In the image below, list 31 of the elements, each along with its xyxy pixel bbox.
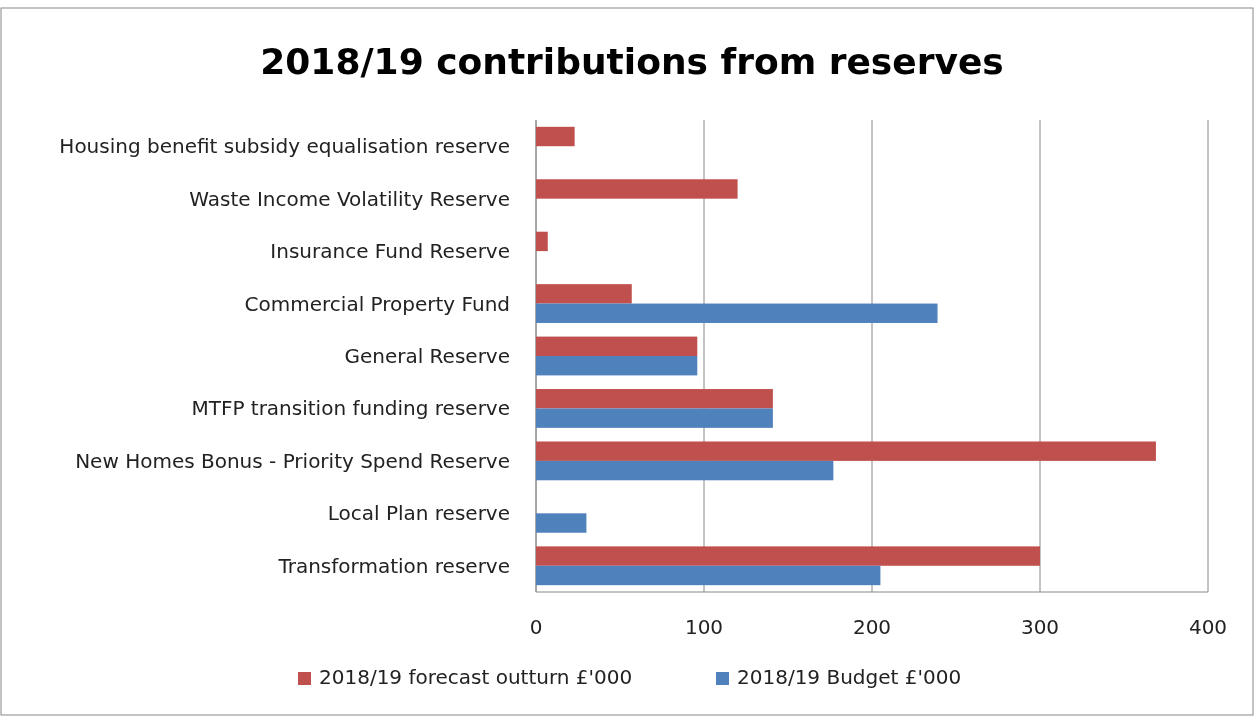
y-tick-label: Waste Income Volatility Reserve: [189, 186, 510, 211]
x-tick-label: 200: [852, 615, 892, 639]
bar: [536, 460, 834, 481]
x-tick-label: 100: [684, 615, 724, 639]
y-tick-label: Housing benefit subsidy equalisation reserve: [59, 134, 510, 159]
bar: [536, 408, 773, 428]
bar: [536, 565, 881, 586]
legend-label: 2018/19 Budget £'000: [737, 665, 962, 689]
bar: [536, 179, 738, 199]
legend-label: 2018/19 forecast outturn £'000: [319, 665, 633, 689]
y-tick-label: General Reserve: [344, 344, 510, 368]
bar: [536, 441, 1156, 461]
x-tick-label: 300: [1020, 615, 1060, 639]
bar: [536, 513, 587, 533]
bar: [536, 546, 1040, 566]
x-tick-label: 0: [529, 615, 543, 639]
x-tick-label: 400: [1188, 615, 1228, 639]
y-tick-label: Local Plan reserve: [327, 501, 510, 526]
bar: [536, 126, 575, 147]
y-tick-label: New Homes Bonus - Priority Spend Reserve: [75, 448, 510, 473]
y-tick-label: MTFP transition funding reserve: [191, 396, 510, 421]
bar: [536, 356, 698, 376]
bar: [536, 389, 773, 409]
chart-title: 2018/19 contributions from reserves: [260, 41, 1004, 82]
y-tick-label: Insurance Fund Reserve: [270, 239, 510, 264]
bar: [536, 303, 938, 323]
bar: [536, 284, 632, 304]
y-tick-label: Transformation reserve: [277, 553, 510, 578]
y-tick-label: Commercial Property Fund: [244, 291, 510, 316]
bar: [536, 231, 548, 252]
bar: [536, 336, 698, 356]
